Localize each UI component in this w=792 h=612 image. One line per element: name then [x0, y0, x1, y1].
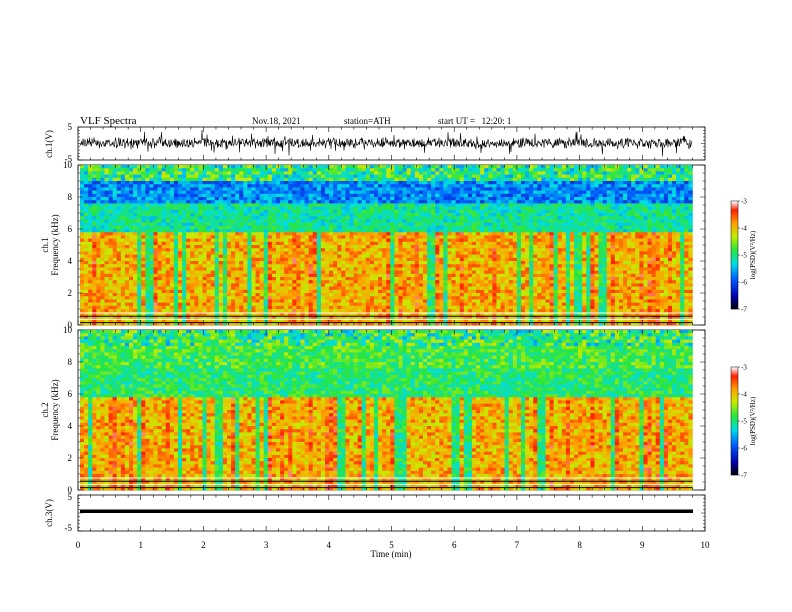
spec-ytick-label: 4: [68, 256, 73, 266]
spec-ytick-label: 4: [68, 421, 73, 431]
ch3-ytick-top: 5: [68, 492, 73, 502]
ch3-waveform-ticks: [78, 494, 705, 532]
panel-tick-marks: [77, 127, 706, 531]
figure-title: VLF Spectra: [80, 115, 137, 127]
ch1-waveform-ylabel: ch.1(V): [44, 130, 54, 158]
colorbar-tick-label: -6: [741, 445, 747, 453]
spec-ytick-label: 6: [68, 389, 73, 399]
x-tick-label: 6: [452, 540, 457, 550]
ch1-spectrogram-panel: 0 2 4 6 8 10 ch.1 Frequency (kHz) -3 -4 -5 -6 -7 l…: [40, 160, 757, 330]
x-tick-label: 0: [76, 540, 81, 550]
ch1-spectrogram-ylabel-frequency: Frequency (kHz): [50, 214, 60, 275]
ch1-waveform-ticks: [78, 126, 705, 161]
ch3-waveform-trace: [80, 509, 693, 513]
ch2-spectrogram-ylabel-channel: ch.2: [40, 402, 50, 417]
ch1-waveform-trace: [79, 129, 693, 157]
ch1-spectrogram-yticks: 0 2 4 6 8 10: [63, 160, 705, 330]
x-tick-label: 3: [264, 540, 269, 550]
ch3-waveform-ylabel: ch.3(V): [44, 499, 54, 527]
start-time-label: start UT = 12:20: 1: [438, 116, 511, 126]
spec-ytick-label: 8: [68, 192, 73, 202]
colorbar-tick-label: -7: [741, 472, 747, 480]
ch1-spectrogram-ylabel-channel: ch.1: [40, 237, 50, 252]
ch1-colorbar: -3 -4 -5 -6 -7 log(PSD)(V²/Hz): [730, 198, 757, 314]
spec-ytick-label: 6: [68, 224, 73, 234]
ch1-waveform-panel: 5 -5 ch.1(V): [44, 122, 706, 164]
spec-ytick-label: 8: [68, 357, 73, 367]
colorbar-tick-label: -4: [741, 225, 747, 233]
time-axis-label: Time (min): [371, 549, 412, 559]
ch2-spectrogram-panel: 0 2 4 6 8 10 ch.2 Frequency (kHz) -3 -4 -5 -6 -7 l…: [40, 325, 757, 495]
date-label: Nov.18, 2021: [252, 116, 301, 126]
spec-ytick-label: 2: [68, 453, 73, 463]
ch2-spectrogram-image: [80, 330, 693, 491]
x-tick-label: 5: [389, 540, 394, 550]
ch1-ytick-top: 5: [68, 122, 73, 132]
spec-ytick-label: 10: [63, 325, 73, 335]
x-tick-label: 7: [515, 540, 520, 550]
x-tick-label: 2: [201, 540, 206, 550]
colorbar-tick-label: -3: [741, 198, 747, 206]
x-tick-label: 4: [327, 540, 332, 550]
colorbar-tick-label: -3: [741, 364, 747, 372]
ch1-ytick-bottom: -5: [65, 154, 73, 164]
spec-ytick-label: 0: [68, 320, 73, 330]
header: VLF Spectra Nov.18, 2021 station=ATH sta…: [80, 115, 511, 127]
colorbar-label: log(PSD)(V²/Hz): [749, 230, 757, 279]
colorbar-tick-label: -6: [741, 279, 747, 287]
spec-ytick-label: 10: [63, 160, 73, 170]
station-label: station=ATH: [344, 116, 391, 126]
colorbar-tick-label: -7: [741, 306, 747, 314]
x-tick-label: 9: [640, 540, 645, 550]
colorbar-tick-label: -4: [741, 391, 747, 399]
ch2-colorbar: -3 -4 -5 -6 -7 log(PSD)(V²/Hz): [730, 364, 757, 480]
colorbar-tick-label: -5: [741, 252, 747, 260]
ch3-waveform-panel: 5 -5 ch.3(V): [44, 492, 706, 533]
ch2-spectrogram-yticks: 0 2 4 6 8 10: [63, 325, 705, 495]
time-axis: Time (min) 0 1 2 3 4 5 6 7 8 9 10: [76, 127, 710, 559]
colorbar-tick-label: -5: [741, 418, 747, 426]
x-tick-label: 8: [577, 540, 582, 550]
ch1-spectrogram-image: [80, 165, 693, 326]
x-tick-label: 10: [701, 540, 711, 550]
spec-ytick-label: 2: [68, 288, 73, 298]
colorbar-label: log(PSD)(V²/Hz): [749, 396, 757, 445]
ch3-ytick-bottom: -5: [65, 523, 73, 533]
spec-ytick-label: 0: [68, 485, 73, 495]
x-tick-label: 1: [138, 540, 143, 550]
ch2-spectrogram-ylabel-frequency: Frequency (kHz): [50, 379, 60, 440]
